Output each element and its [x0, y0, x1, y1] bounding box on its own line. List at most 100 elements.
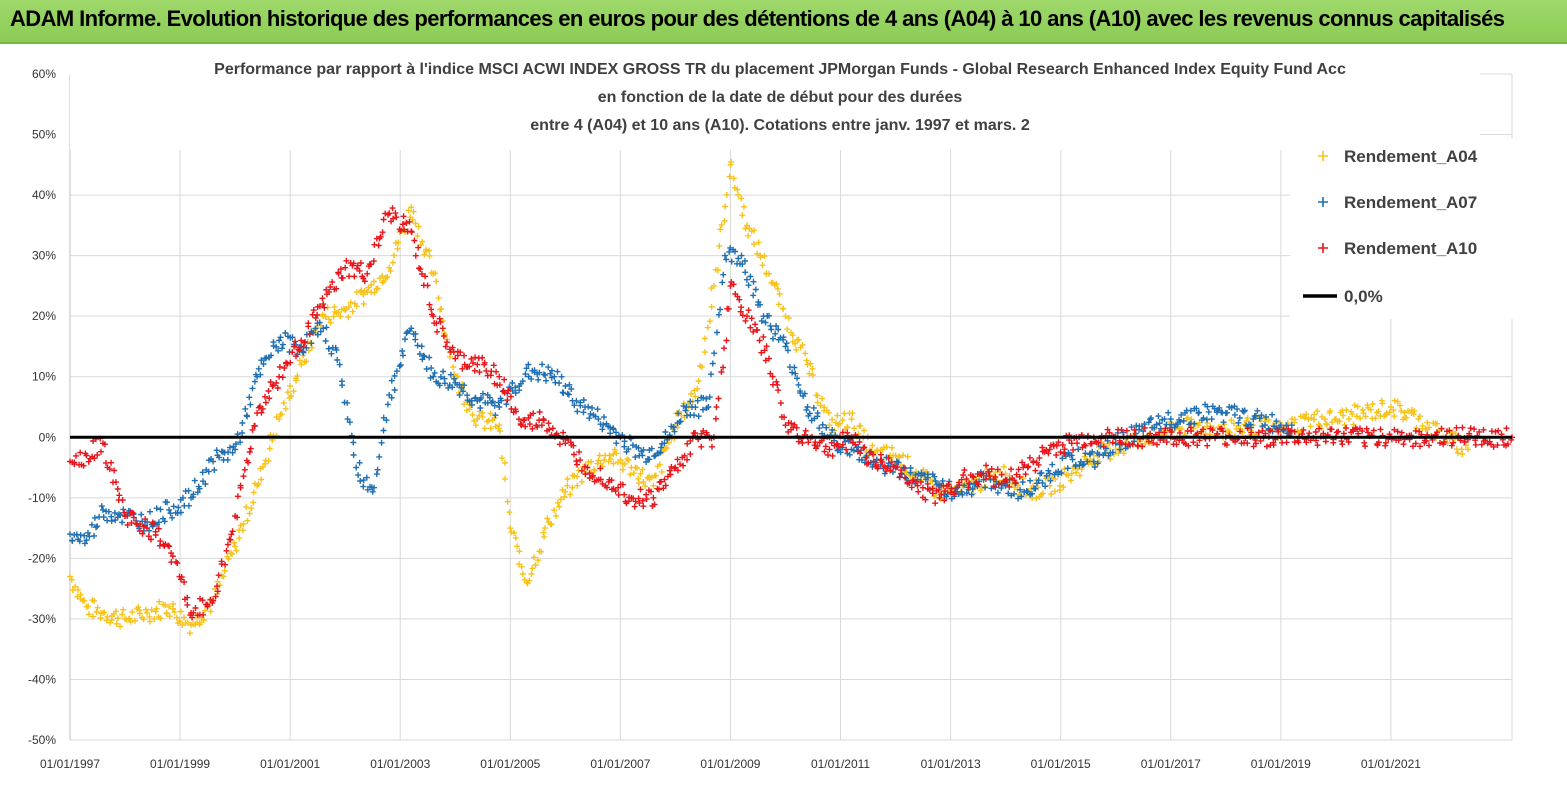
rendement-a07-point [356, 459, 363, 466]
rendement-a07-point [789, 369, 796, 376]
rendement-a10-point [1355, 430, 1362, 437]
rendement-a10-point [632, 498, 639, 505]
rendement-a10-point [1417, 443, 1423, 450]
rendement-a04-point [81, 597, 88, 604]
rendement-a10-point [720, 364, 726, 371]
rendement-a07-point [258, 357, 265, 364]
rendement-a10-point [922, 496, 929, 503]
rendement-a04-point [506, 509, 513, 516]
rendement-a07-point [1240, 408, 1247, 415]
rendement-a10-point [1288, 427, 1295, 434]
rendement-a07-point [412, 336, 419, 343]
rendement-a04-point [387, 268, 394, 275]
rendement-a04-point [479, 413, 486, 420]
rendement-a07-point [1032, 485, 1039, 492]
rendement-a07-point [350, 452, 357, 458]
rendement-a04-point [1228, 417, 1235, 424]
rendement-a07-point [1147, 416, 1154, 423]
rendement-a10-point [320, 301, 327, 308]
rendement-a04-point [345, 304, 352, 310]
rendement-a07-point [260, 361, 267, 367]
rendement-a04-point [634, 465, 640, 471]
rendement-a07-point [427, 374, 434, 381]
rendement-a07-point [480, 390, 486, 397]
rendement-a10-point [546, 426, 553, 433]
rendement-a07-point [355, 472, 362, 479]
rendement-a04-point [1369, 401, 1376, 407]
rendement-a07-point [350, 439, 357, 446]
rendement-a10-point [1147, 430, 1154, 437]
rendement-a07-point [747, 273, 754, 280]
rendement-a04-point [512, 534, 519, 541]
rendement-a07-point [275, 347, 282, 354]
rendement-a04-point [1375, 408, 1382, 415]
rendement-a10-point [1448, 442, 1455, 449]
rendement-a07-point [613, 440, 620, 447]
rendement-a10-point [459, 365, 466, 372]
rendement-a10-point [218, 558, 225, 565]
rendement-a10-point [908, 484, 915, 491]
rendement-a07-point [539, 361, 546, 368]
rendement-a07-point [119, 519, 126, 526]
rendement-a04-point [757, 254, 764, 261]
rendement-a07-point [316, 319, 323, 326]
rendement-a10-point [773, 378, 780, 385]
rendement-a04-point [814, 399, 821, 406]
rendement-a07-point [308, 340, 315, 347]
rendement-a07-point [456, 392, 463, 399]
rendement-a04-point [650, 482, 657, 489]
x-tick-label: 01/01/2003 [370, 757, 430, 771]
rendement-a10-point [111, 467, 118, 474]
rendement-a10-point [433, 320, 440, 327]
rendement-a10-point [1370, 427, 1377, 434]
rendement-a10-point [1412, 440, 1419, 447]
rendement-a04-point [469, 411, 476, 418]
rendement-a04-point [532, 562, 539, 568]
rendement-a07-point [164, 499, 171, 506]
rendement-a04-point [766, 270, 772, 277]
rendement-a07-point [237, 439, 244, 446]
rendement-a10-point [1472, 441, 1479, 448]
rendement-a04-point [1405, 408, 1412, 415]
rendement-a10-point [775, 387, 782, 394]
rendement-a04-point [176, 618, 183, 625]
rendement-a10-point [240, 473, 247, 480]
rendement-a10-point [926, 486, 933, 493]
rendement-a10-point [898, 470, 904, 477]
rendement-a07-point [804, 404, 811, 410]
rendement-a07-point [1018, 493, 1025, 500]
rendement-a04-point [836, 420, 843, 427]
rendement-a10-point [1053, 442, 1060, 449]
rendement-a10-point [1139, 443, 1146, 450]
rendement-a04-point [1017, 492, 1024, 499]
rendement-a07-point [586, 415, 593, 422]
rendement-a07-point [1151, 424, 1158, 431]
rendement-a10-point [437, 318, 444, 325]
rendement-a04-point [248, 505, 255, 512]
rendement-a04-point [127, 618, 134, 625]
rendement-a07-point [1064, 465, 1071, 472]
rendement-a07-point [346, 419, 353, 426]
rendement-a07-point [478, 395, 485, 401]
rendement-a10-point [119, 497, 126, 503]
rendement-a07-point [153, 505, 160, 512]
rendement-a04-point [126, 615, 133, 622]
rendement-a04-point [1349, 411, 1356, 418]
rendement-a07-point [147, 508, 153, 515]
rendement-a04-point [896, 454, 903, 461]
rendement-a07-point [767, 322, 774, 329]
rendement-a10-point [639, 497, 646, 504]
rendement-a07-point [594, 406, 601, 413]
rendement-a04-point [487, 425, 494, 432]
rendement-a10-point [1300, 426, 1307, 433]
rendement-a04-point [1142, 440, 1149, 447]
rendement-a04-point [173, 614, 180, 621]
rendement-a10-point [1045, 450, 1052, 457]
rendement-a10-point [1503, 425, 1510, 432]
rendement-a04-point [1039, 490, 1046, 497]
rendement-a10-point [1363, 425, 1370, 432]
rendement-a07-point [326, 345, 332, 352]
rendement-a04-point [374, 285, 381, 292]
rendement-a10-point [361, 278, 368, 285]
rendement-a10-point [300, 343, 307, 350]
